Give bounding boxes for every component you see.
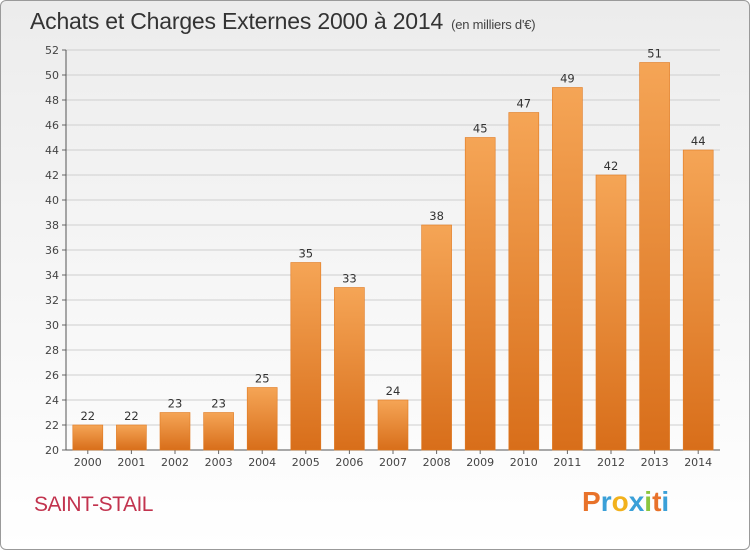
bar <box>639 62 670 451</box>
value-label: 38 <box>429 209 444 223</box>
commune-name: SAINT-STAIL <box>34 493 153 516</box>
x-tick-label: 2007 <box>379 456 407 469</box>
value-label: 24 <box>386 384 401 398</box>
value-label: 22 <box>124 409 139 423</box>
bar <box>508 112 540 451</box>
y-tick-label: 48 <box>45 94 59 107</box>
y-tick-label: 26 <box>45 369 59 382</box>
bar <box>246 387 278 451</box>
value-label: 42 <box>604 159 619 173</box>
bar <box>682 149 714 451</box>
value-label: 22 <box>80 409 95 423</box>
value-label: 51 <box>647 47 662 61</box>
bar <box>72 424 104 451</box>
chart-title-text: Achats et Charges Externes 2000 à 2014 <box>30 8 444 34</box>
y-tick-label: 28 <box>45 344 59 357</box>
bar <box>334 287 365 451</box>
value-label: 44 <box>691 134 706 148</box>
bar <box>595 174 627 451</box>
bar <box>377 399 409 451</box>
y-tick-label: 50 <box>45 69 59 82</box>
y-tick-label: 52 <box>45 44 59 57</box>
chart-title: Achats et Charges Externes 2000 à 2014 (e… <box>30 8 536 35</box>
value-label: 33 <box>342 272 357 286</box>
bar <box>464 137 496 451</box>
y-tick-label: 30 <box>45 319 59 332</box>
x-tick-label: 2013 <box>641 456 669 469</box>
bar <box>116 424 147 451</box>
y-tick-label: 38 <box>45 219 59 232</box>
value-label: 35 <box>298 247 313 261</box>
value-label: 45 <box>473 122 488 136</box>
logo-letter: i <box>661 486 670 517</box>
y-tick-label: 24 <box>45 394 59 407</box>
x-tick-label: 2006 <box>335 456 363 469</box>
x-tick-label: 2010 <box>510 456 538 469</box>
value-label: 23 <box>168 397 183 411</box>
x-tick-label: 2000 <box>74 456 102 469</box>
logo-letter: o <box>611 486 629 517</box>
proxiti-logo[interactable]: Proxiti <box>582 486 669 518</box>
value-label: 49 <box>560 72 575 86</box>
bar <box>203 412 234 451</box>
bar <box>421 224 452 451</box>
x-tick-label: 2001 <box>117 456 145 469</box>
y-tick-label: 42 <box>45 169 59 182</box>
x-tick-label: 2011 <box>553 456 581 469</box>
y-tick-label: 36 <box>45 244 59 257</box>
logo-letter: x <box>628 486 645 517</box>
y-tick-label: 32 <box>45 294 59 307</box>
x-tick-label: 2009 <box>466 456 494 469</box>
value-label: 47 <box>516 97 531 111</box>
x-tick-label: 2014 <box>684 456 712 469</box>
logo-letter: t <box>652 486 662 517</box>
x-tick-label: 2005 <box>292 456 320 469</box>
value-label: 23 <box>211 397 226 411</box>
bar <box>159 412 191 451</box>
x-tick-label: 2008 <box>423 456 451 469</box>
logo-letter: r <box>600 486 612 517</box>
y-tick-label: 40 <box>45 194 59 207</box>
x-tick-label: 2003 <box>205 456 233 469</box>
y-tick-label: 20 <box>45 444 59 457</box>
logo-letter: P <box>582 486 601 517</box>
y-tick-label: 22 <box>45 419 59 432</box>
bar <box>552 87 583 451</box>
y-tick-label: 46 <box>45 119 59 132</box>
x-tick-label: 2004 <box>248 456 276 469</box>
bars <box>72 62 714 451</box>
logo-letter: i <box>644 486 653 517</box>
value-label: 25 <box>255 372 270 386</box>
chart-unit-note: (en milliers d'€) <box>451 17 536 32</box>
x-tick-label: 2002 <box>161 456 189 469</box>
y-tick-label: 44 <box>45 144 59 157</box>
bar <box>290 262 322 451</box>
value-labels: 22 22 23 23 25 35 33 24 38 45 47 49 42 51 44 <box>80 47 705 424</box>
y-tick-label: 34 <box>45 269 59 282</box>
x-tick-label: 2012 <box>597 456 625 469</box>
